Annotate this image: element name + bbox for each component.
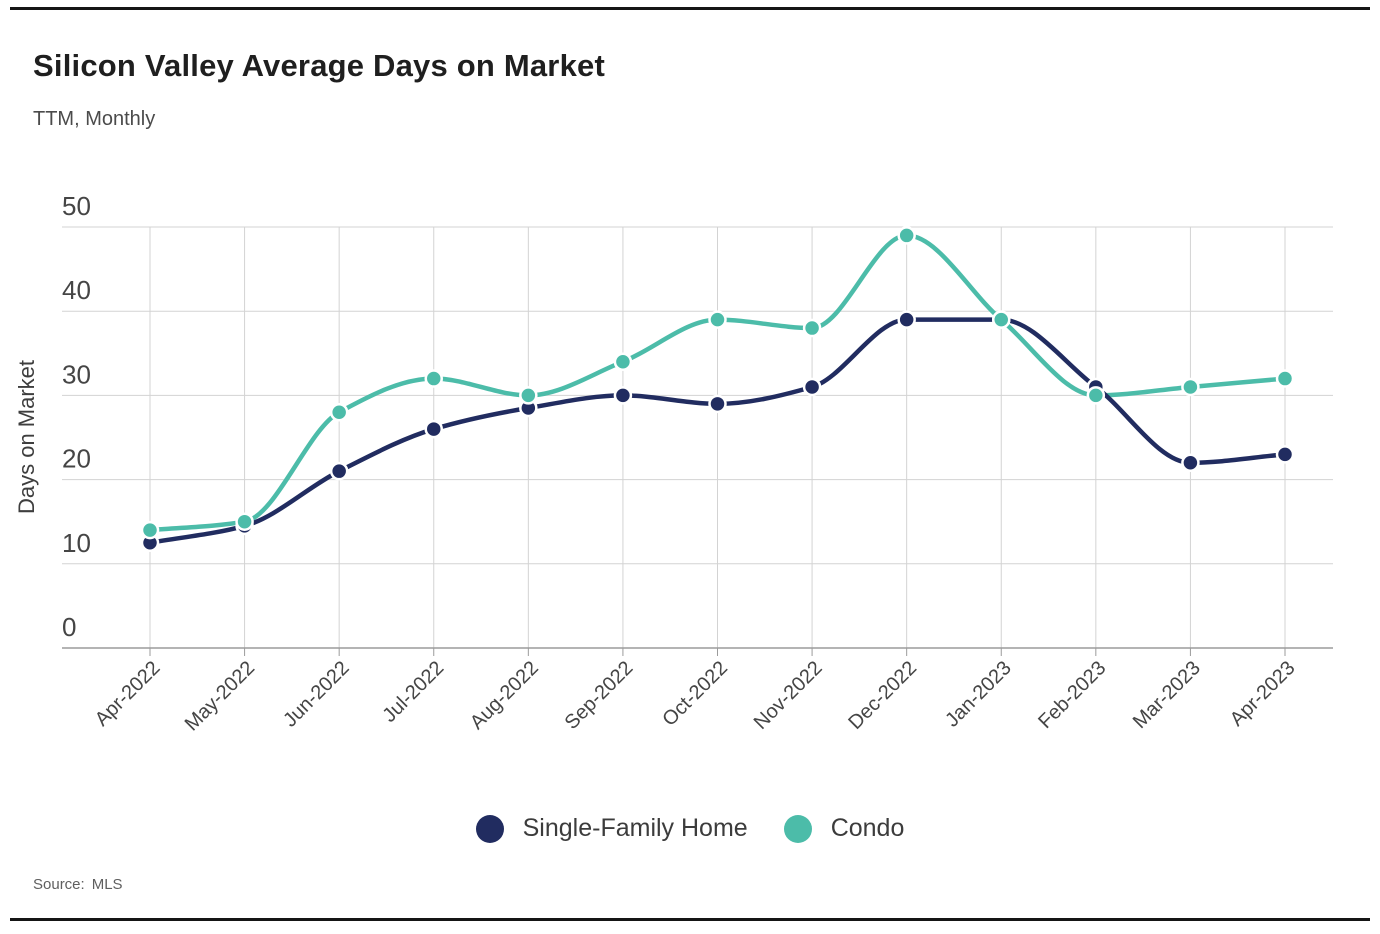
data-point-condo[interactable] xyxy=(992,310,1011,329)
data-point-condo[interactable] xyxy=(708,310,727,329)
legend-label: Single-Family Home xyxy=(522,814,748,842)
data-point-condo[interactable] xyxy=(329,402,349,422)
data-point-single-family-home[interactable] xyxy=(1275,445,1295,464)
data-point-condo[interactable] xyxy=(1086,386,1106,405)
chart-title: Silicon Valley Average Days on Market xyxy=(33,48,605,83)
top-rule xyxy=(10,7,1370,10)
data-point-single-family-home[interactable] xyxy=(1181,453,1200,473)
y-tick-label: 30 xyxy=(62,359,91,389)
data-point-condo[interactable] xyxy=(1275,369,1295,388)
line-chart-plot: 0 10 20 30 40 50 Apr-2022 May-2022 Jun-2022 Jul-2… xyxy=(14,191,1333,735)
x-tick-label: Dec-2022 xyxy=(844,657,921,734)
data-point-single-family-home[interactable] xyxy=(802,377,822,397)
data-point-condo[interactable] xyxy=(424,369,443,388)
x-tick-label: Apr-2022 xyxy=(91,657,165,731)
legend-item-single-family-home: Single-Family Home xyxy=(475,814,748,843)
data-point-condo[interactable] xyxy=(519,386,538,405)
x-tick-label: Sep-2022 xyxy=(561,657,638,734)
y-tick-label: 10 xyxy=(62,528,91,558)
source-note: Source: MLS xyxy=(33,876,123,893)
legend: Single-Family Home Condo xyxy=(0,814,1380,843)
legend-label: Condo xyxy=(830,814,905,842)
bottom-rule xyxy=(10,918,1370,921)
x-tick-label: Mar-2023 xyxy=(1129,657,1205,733)
x-tick-label: Apr-2023 xyxy=(1226,657,1300,731)
y-tick-label: 40 xyxy=(62,275,91,305)
data-point-single-family-home[interactable] xyxy=(424,419,443,439)
chart-subtitle: TTM, Monthly xyxy=(33,108,156,130)
legend-item-condo: Condo xyxy=(783,814,905,843)
data-point-single-family-home[interactable] xyxy=(897,310,916,329)
x-tick-label: Feb-2023 xyxy=(1034,657,1110,733)
x-tick-label: May-2022 xyxy=(181,657,259,735)
data-point-condo[interactable] xyxy=(235,512,254,531)
y-tick-label: 50 xyxy=(62,191,91,221)
data-point-single-family-home[interactable] xyxy=(613,386,633,405)
data-point-single-family-home[interactable] xyxy=(329,461,349,481)
y-tick-label: 0 xyxy=(62,612,76,642)
data-point-condo[interactable] xyxy=(140,520,160,540)
x-tick-label: Nov-2022 xyxy=(750,657,827,734)
x-tick-label: Aug-2022 xyxy=(466,657,543,734)
data-point-condo[interactable] xyxy=(613,352,633,371)
y-axis-title: Days on Market xyxy=(14,360,39,514)
source-label: Source: xyxy=(33,876,85,893)
source-value: MLS xyxy=(91,876,123,893)
data-point-single-family-home[interactable] xyxy=(708,394,727,414)
data-point-condo[interactable] xyxy=(897,226,916,245)
x-tick-label: Jan-2023 xyxy=(941,657,1016,732)
data-point-condo[interactable] xyxy=(1181,377,1200,397)
legend-dot-single-family-home xyxy=(475,814,504,843)
data-point-condo[interactable] xyxy=(802,318,822,338)
x-tick-label: Jun-2022 xyxy=(279,657,354,732)
legend-dot-condo xyxy=(783,814,812,843)
y-tick-label: 20 xyxy=(62,444,91,474)
x-tick-label: Jul-2022 xyxy=(378,657,448,727)
x-tick-label: Oct-2022 xyxy=(658,657,732,731)
